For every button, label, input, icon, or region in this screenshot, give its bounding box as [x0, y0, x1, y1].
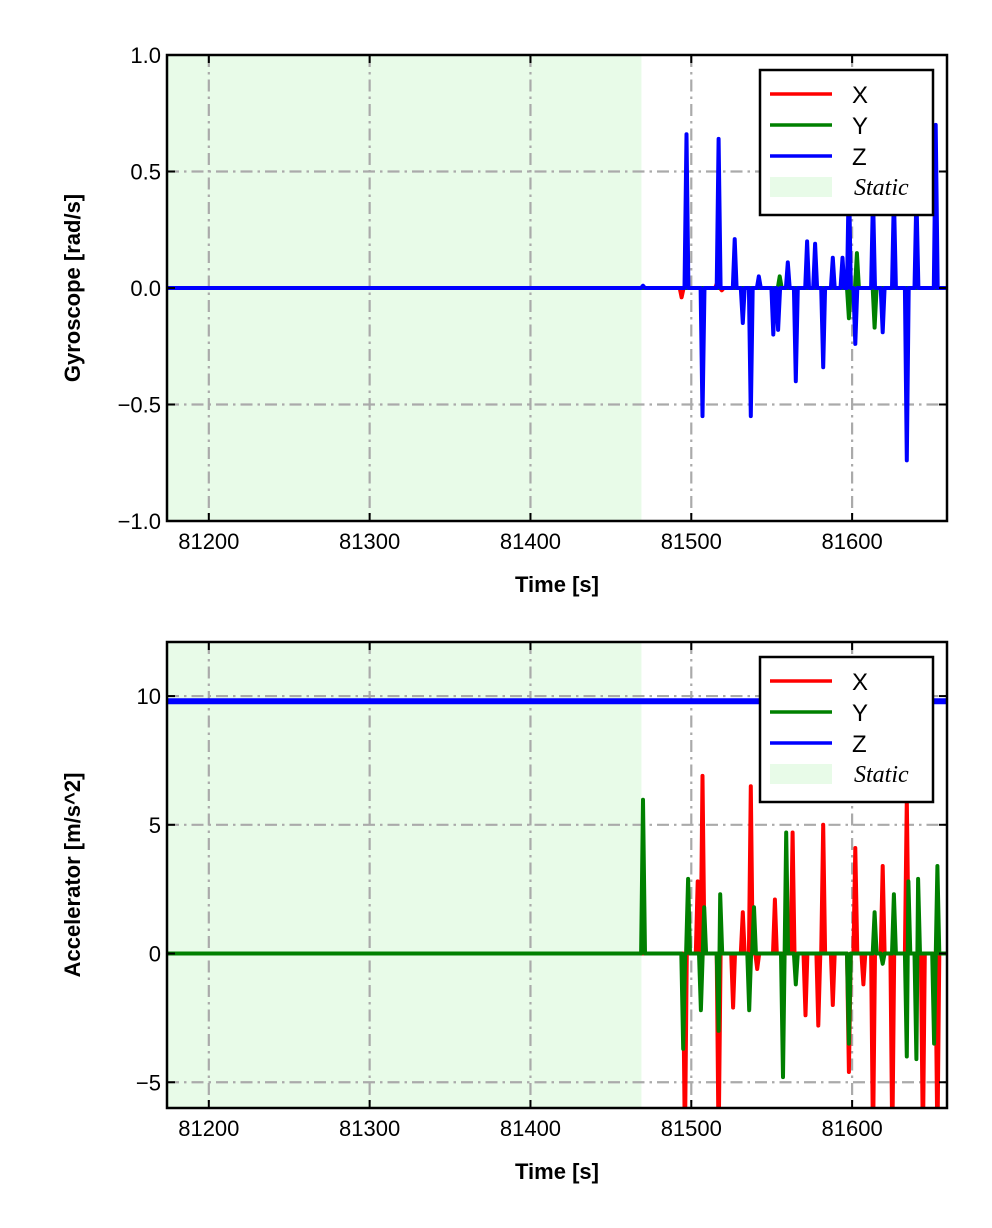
y-tick-label: 0.0 — [130, 276, 161, 301]
legend-label-static: Static — [854, 762, 909, 788]
y-tick-label: 5 — [149, 813, 161, 838]
series-line-y — [167, 797, 947, 1080]
y-axis-label: Gyroscope [rad/s] — [60, 194, 85, 382]
y-tick-label: −0.5 — [118, 393, 161, 418]
legend-label-x: X — [852, 82, 868, 109]
legend-label-static: Static — [854, 175, 909, 201]
legend: XYZ Static — [758, 655, 935, 804]
legend-label-z: Z — [852, 144, 867, 171]
x-tick-label: 81400 — [500, 1116, 561, 1141]
legend-label-z: Z — [852, 731, 867, 758]
x-tick-label: 81600 — [822, 1116, 883, 1141]
y-tick-label: 0.5 — [130, 160, 161, 185]
y-tick-label: −1.0 — [118, 509, 161, 534]
legend: XYZ Static — [758, 68, 935, 217]
subplot-gyroscope: 81200 81300 81400 81500 81600 −1.0 −0.5 0.0 0.5 1… — [60, 43, 949, 597]
x-tick-label: 81300 — [339, 529, 400, 554]
legend-label-y: Y — [852, 700, 868, 727]
legend-swatch-static — [770, 177, 832, 197]
y-tick-label: −5 — [136, 1070, 161, 1095]
legend-label-y: Y — [852, 113, 868, 140]
subplot-accelerometer: 81200 81300 81400 81500 81600 −5 0 5 10 Time [s] A… — [60, 640, 949, 1184]
x-tick-label: 81400 — [500, 529, 561, 554]
legend-swatch-static — [770, 764, 832, 784]
x-tick-label: 81500 — [661, 1116, 722, 1141]
series-line-z — [167, 122, 947, 463]
x-tick-label: 81500 — [661, 529, 722, 554]
x-tick-label: 81600 — [822, 529, 883, 554]
x-axis-label: Time [s] — [515, 1159, 599, 1184]
plot-frame — [165, 640, 949, 1110]
x-tick-label: 81200 — [178, 1116, 239, 1141]
static-region — [167, 642, 642, 1108]
legend-label-x: X — [852, 669, 868, 696]
y-axis-label: Accelerator [m/s^2] — [60, 773, 85, 978]
y-tick-label: 0 — [149, 942, 161, 967]
x-tick-label: 81200 — [178, 529, 239, 554]
y-tick-label: 1.0 — [130, 43, 161, 68]
y-tick-label: 10 — [137, 684, 161, 709]
x-tick-label: 81300 — [339, 1116, 400, 1141]
x-axis-label: Time [s] — [515, 572, 599, 597]
